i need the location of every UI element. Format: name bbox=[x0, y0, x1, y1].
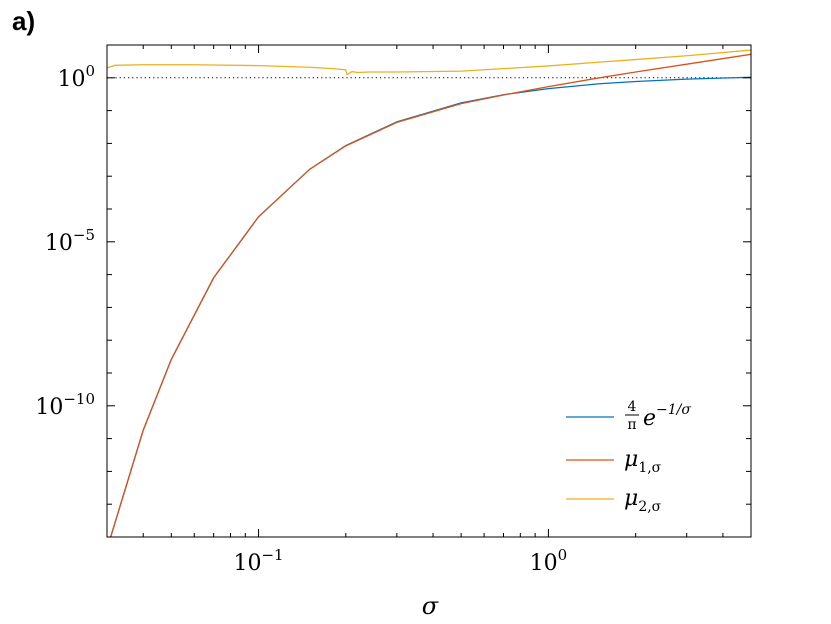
y-tick-label: 10−5 bbox=[45, 226, 95, 256]
x-tick-label: 100 bbox=[530, 546, 568, 576]
legend: 4 π e−1/σ μ1,σ μ2,σ bbox=[566, 399, 691, 515]
x-axis-label: σ bbox=[422, 592, 439, 620]
axes-box bbox=[106, 44, 752, 538]
legend-label-mu2: μ2,σ bbox=[624, 486, 662, 515]
legend-frac-denominator: π bbox=[627, 417, 636, 433]
series-mu2 bbox=[107, 49, 751, 76]
y-tick-label: 100 bbox=[57, 62, 95, 92]
legend-label-mu1: μ1,σ bbox=[624, 447, 662, 476]
panel-label: a) bbox=[12, 6, 35, 36]
x-tick-label: 10−1 bbox=[233, 546, 283, 576]
y-tick-label: 10−10 bbox=[35, 390, 95, 420]
plot-area: 10−1 100 100 10−5 10−10 bbox=[35, 44, 752, 576]
legend-frac-numerator: 4 bbox=[628, 399, 637, 415]
legend-label-formula: e−1/σ bbox=[643, 402, 691, 431]
series-mu1 bbox=[109, 53, 751, 537]
series-formula bbox=[109, 76, 751, 537]
